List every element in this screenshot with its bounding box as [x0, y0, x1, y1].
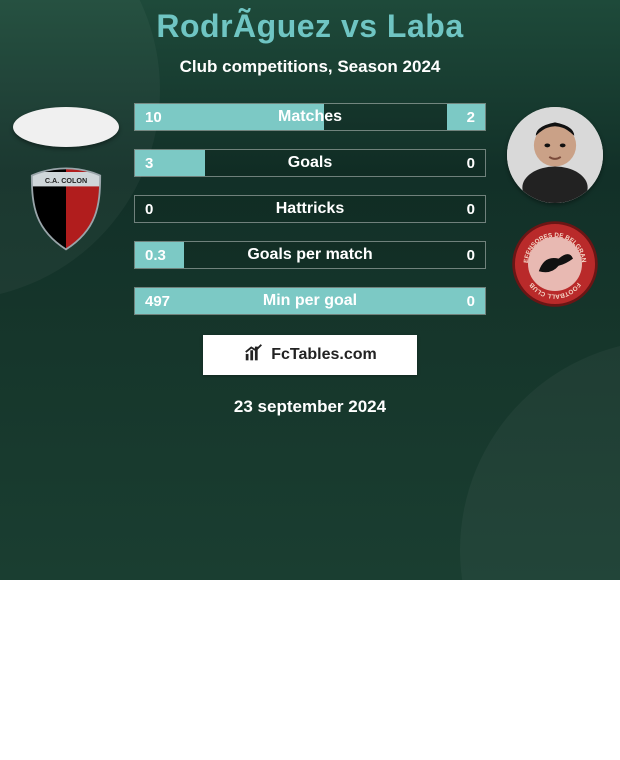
stat-label: Min per goal [135, 288, 485, 314]
stat-label: Hattricks [135, 196, 485, 222]
player-left-column: C.A. COLON [0, 103, 130, 253]
stat-bar: 30Goals [134, 149, 486, 177]
chart-icon [243, 342, 265, 369]
stat-label: Goals [135, 150, 485, 176]
date-label: 23 september 2024 [0, 397, 620, 417]
branding-badge[interactable]: FcTables.com [203, 335, 417, 375]
stat-bar: 102Matches [134, 103, 486, 131]
player-right-column: DEFENSORES DE BELGRANO FOOTBALL CLUB [490, 103, 620, 309]
stat-label: Goals per match [135, 242, 485, 268]
stat-bar: 4970Min per goal [134, 287, 486, 315]
comparison-row: C.A. COLON 102Matches 30Goals 00Hattricks 0… [0, 103, 620, 315]
branding-text: FcTables.com [271, 346, 377, 364]
svg-text:C.A. COLON: C.A. COLON [45, 176, 87, 185]
player-right-avatar [507, 107, 603, 203]
stat-bars: 102Matches 30Goals 00Hattricks 0.30Goals pe… [130, 103, 490, 315]
page-title: RodrÃ­guez vs Laba [0, 8, 620, 45]
stat-label: Matches [135, 104, 485, 130]
player-right-club-crest: DEFENSORES DE BELGRANO FOOTBALL CLUB [510, 219, 600, 309]
stat-bar: 0.30Goals per match [134, 241, 486, 269]
content-container: RodrÃ­guez vs Laba Club competitions, Se… [0, 0, 620, 417]
stat-bar: 00Hattricks [134, 195, 486, 223]
player-left-club-crest: C.A. COLON [21, 163, 111, 253]
player-left-avatar [13, 107, 119, 147]
subtitle: Club competitions, Season 2024 [0, 57, 620, 77]
